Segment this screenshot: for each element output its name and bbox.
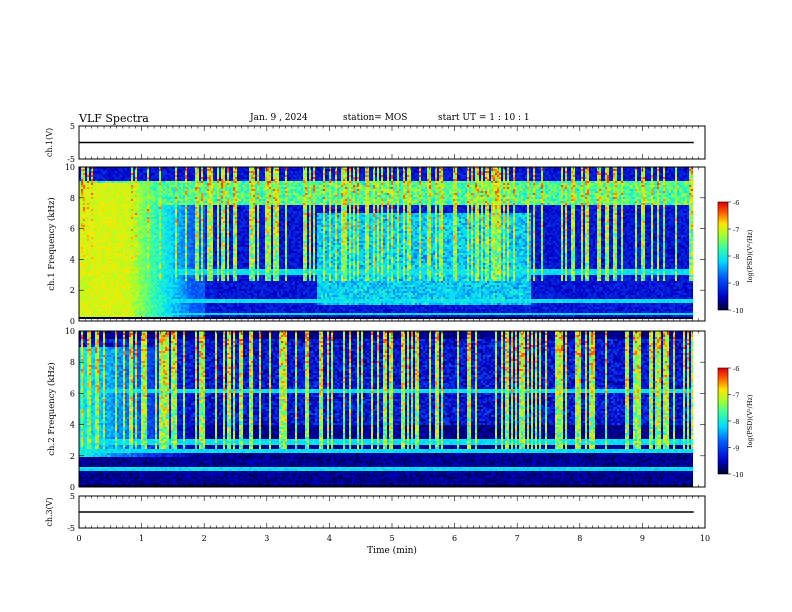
figure-title: VLF Spectra	[79, 112, 149, 125]
y-tick-label: 0	[70, 317, 75, 326]
ch1-colorbar	[718, 202, 728, 310]
x-tick-label: 1	[139, 534, 144, 543]
colorbar-tick-label: -10	[733, 307, 743, 315]
x-tick-label: 0	[76, 534, 81, 543]
y-tick-label: 5	[70, 122, 75, 131]
colorbar-tick-label: -7	[733, 226, 739, 234]
colorbar-label: log(PSD)(V²/Hz)	[746, 229, 754, 282]
ch2-spectrogram	[79, 331, 693, 487]
x-tick-label: 5	[389, 534, 394, 543]
y-axis-label: ch.2 Frequency (kHz)	[46, 362, 57, 455]
x-tick-label: 8	[577, 534, 582, 543]
x-tick-label: 3	[264, 534, 269, 543]
colorbar-label: log(PSD)(V²/Hz)	[746, 394, 754, 447]
x-tick-label: 7	[515, 534, 520, 543]
y-tick-label: 10	[65, 327, 75, 336]
y-axis-label: ch.1(V)	[45, 128, 54, 157]
colorbar-tick-label: -8	[733, 418, 739, 426]
y-tick-label: 4	[70, 255, 75, 264]
colorbar-frame	[717, 367, 729, 475]
colorbar-tick-label: -6	[733, 199, 739, 207]
y-tick-label: 4	[70, 421, 75, 430]
colorbar-tick-label: -7	[733, 392, 739, 400]
y-tick-label: 5	[70, 492, 75, 501]
station-label: station= MOS	[343, 113, 408, 123]
panel-frame	[78, 330, 706, 488]
colorbar-tick-label: -9	[733, 445, 739, 453]
y-axis-label: ch.3(V)	[45, 497, 54, 526]
ch1-spectrogram	[79, 167, 693, 319]
y-tick-label: 0	[70, 483, 75, 492]
y-tick-label: 6	[70, 389, 75, 398]
y-tick-label: 8	[70, 358, 75, 367]
colorbar-tick-label: -9	[733, 280, 739, 288]
y-tick-label: 8	[70, 194, 75, 203]
x-tick-label: 6	[452, 534, 457, 543]
colorbar-tick-label: -6	[733, 365, 739, 373]
colorbar-frame	[717, 201, 729, 311]
ch2-colorbar	[718, 368, 728, 474]
y-axis-label: ch.1 Frequency (kHz)	[46, 197, 57, 290]
y-tick-label: 6	[70, 225, 75, 234]
y-tick-label: 2	[70, 286, 75, 295]
y-tick-label: -5	[67, 524, 75, 533]
y-tick-label: -5	[67, 155, 75, 164]
y-tick-label: 10	[65, 163, 75, 172]
x-tick-label: 10	[700, 534, 710, 543]
x-tick-label: 9	[640, 534, 645, 543]
date-label: Jan. 9 , 2024	[250, 113, 308, 123]
colorbar-tick-label: -10	[733, 471, 743, 479]
y-tick-label: 2	[70, 452, 75, 461]
x-tick-label: 2	[202, 534, 207, 543]
panel-frame	[78, 166, 706, 322]
x-tick-label: 4	[327, 534, 332, 543]
start-time-label: start UT = 1 : 10 : 1	[438, 113, 530, 123]
x-axis-label: Time (min)	[367, 545, 417, 556]
colorbar-tick-label: -8	[733, 253, 739, 261]
